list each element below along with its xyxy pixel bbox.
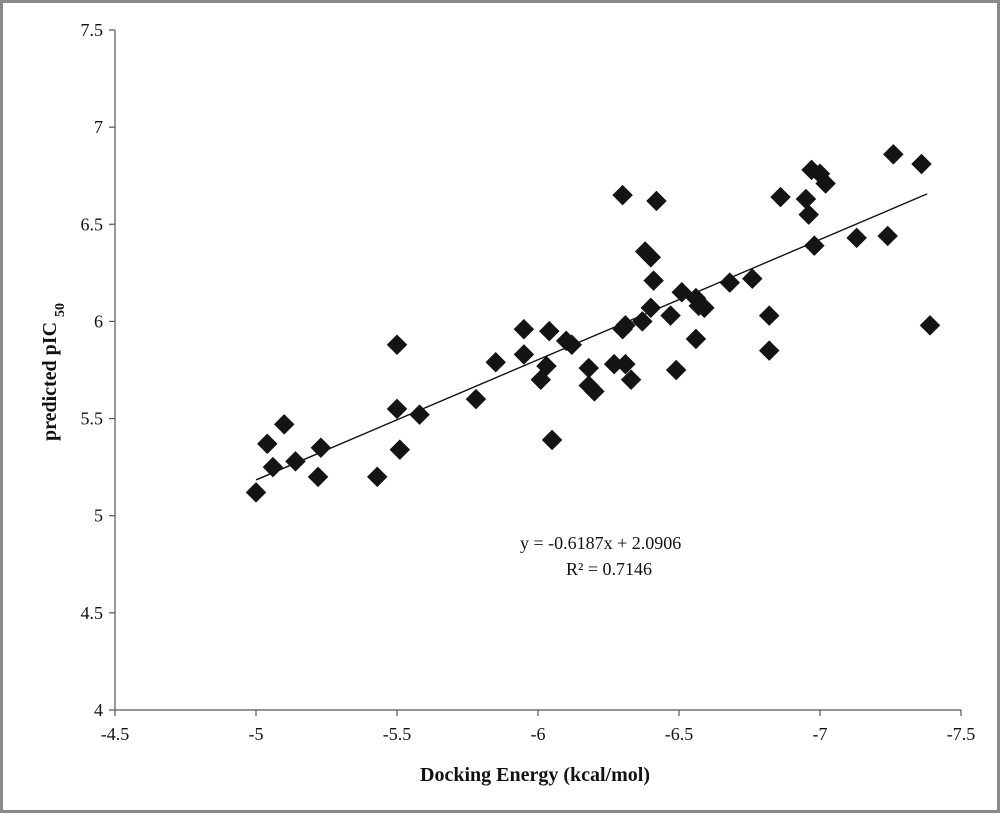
data-point: [310, 437, 332, 459]
data-point: [719, 272, 741, 293]
x-tick-label: -4.5: [101, 724, 130, 744]
data-point: [877, 225, 899, 247]
data-point: [262, 456, 284, 478]
data-point: [911, 153, 932, 175]
data-point: [389, 439, 411, 461]
data-point: [485, 351, 507, 373]
data-point: [538, 320, 560, 342]
data-point: [285, 450, 306, 472]
data-point: [273, 414, 295, 435]
data-point: [660, 305, 681, 326]
y-axis-title-main: predicted pIC: [39, 322, 61, 441]
scatter-chart: 4 4.5 5 5.5 6 6.5 7 7.5 -4.5 -5 -5.5 -6 -6.5 -7 -7.5 y…: [39, 20, 976, 786]
data-point: [694, 297, 715, 319]
data-point: [882, 143, 904, 165]
data-points: [245, 143, 941, 503]
data-point: [386, 398, 408, 420]
data-point: [541, 429, 563, 451]
data-point: [685, 328, 707, 350]
y-tick-label: 7.5: [81, 20, 104, 40]
data-point: [798, 204, 820, 225]
trendline-equation: y = -0.6187x + 2.0906: [520, 533, 681, 553]
y-axis-title-subscript: 50: [53, 303, 68, 317]
data-point: [307, 466, 329, 488]
x-tick-label: -7.5: [947, 724, 976, 744]
data-point: [615, 314, 636, 336]
data-point: [513, 318, 535, 340]
x-tick-label: -6.5: [665, 724, 694, 744]
data-point: [665, 359, 687, 381]
y-tick-label: 7: [94, 117, 103, 137]
r-squared-label: R² = 0.7146: [566, 559, 652, 579]
data-point: [741, 268, 763, 290]
data-point: [846, 227, 868, 249]
y-tick-label: 4.5: [81, 603, 104, 623]
data-point: [245, 482, 267, 503]
data-point: [409, 404, 430, 426]
data-point: [758, 305, 780, 326]
data-point: [536, 355, 557, 377]
data-point: [620, 369, 642, 391]
axes: 4 4.5 5 5.5 6 6.5 7 7.5 -4.5 -5 -5.5 -6 -6.5 -7 -7.5: [81, 20, 976, 744]
y-tick-label: 5: [94, 506, 103, 526]
data-point: [612, 184, 633, 206]
x-tick-label: -5.5: [383, 724, 412, 744]
trendline: [255, 193, 928, 481]
data-point: [561, 334, 583, 356]
data-point: [615, 353, 636, 375]
data-point: [631, 311, 653, 332]
x-tick-label: -7: [813, 724, 828, 744]
data-point: [640, 297, 662, 319]
x-axis-title: Docking Energy (kcal/mol): [420, 764, 650, 786]
data-point: [770, 186, 791, 208]
y-tick-label: 5.5: [81, 409, 104, 429]
data-point: [578, 357, 600, 379]
data-point: [465, 388, 487, 410]
y-tick-label: 4: [94, 700, 103, 720]
data-point: [795, 188, 817, 210]
data-point: [758, 340, 780, 361]
data-point: [513, 344, 535, 365]
data-point: [386, 334, 408, 356]
data-point: [643, 270, 664, 291]
data-point: [366, 466, 388, 488]
x-tick-label: -5: [249, 724, 264, 744]
data-point: [256, 433, 278, 455]
data-point: [646, 190, 667, 212]
data-point: [815, 173, 836, 194]
data-point: [640, 246, 662, 268]
x-tick-label: -6: [531, 724, 546, 744]
y-tick-label: 6.5: [81, 214, 104, 234]
y-tick-label: 6: [94, 311, 103, 331]
data-point: [804, 235, 825, 257]
data-point: [919, 314, 941, 336]
y-axis-title: predicted pIC 50: [39, 303, 68, 441]
trendline-group: [255, 193, 928, 481]
data-point: [584, 381, 605, 402]
